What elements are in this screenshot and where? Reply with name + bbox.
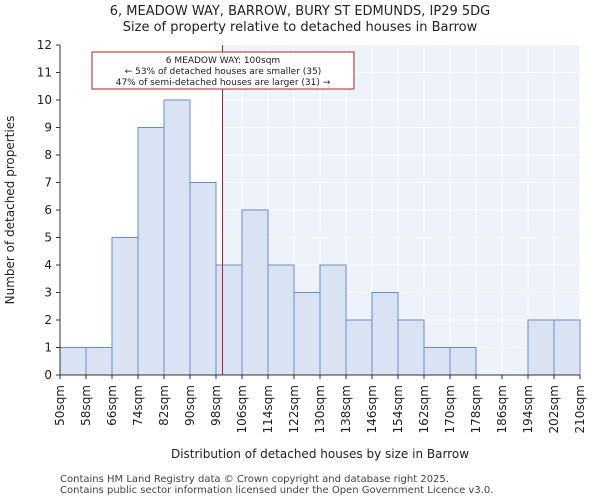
- footer-line-2: Contains public sector information licen…: [60, 485, 494, 496]
- x-tick-label: 210sqm: [573, 385, 587, 433]
- y-tick-label: 5: [44, 231, 52, 245]
- x-tick-label: 106sqm: [235, 385, 249, 433]
- x-tick-label: 138sqm: [339, 385, 353, 433]
- y-tick-label: 1: [44, 341, 52, 355]
- histogram-bar: [553, 319, 581, 376]
- y-tick-label: 12: [37, 38, 52, 52]
- histogram-bar: [59, 347, 87, 376]
- histogram-bar: [345, 319, 373, 376]
- x-tick-label: 146sqm: [365, 385, 379, 433]
- marker-annotation-line: 47% of semi-detached houses are larger (…: [116, 78, 331, 88]
- x-tick-label: 90sqm: [183, 385, 197, 426]
- y-tick-label: 0: [44, 368, 52, 382]
- y-tick-label: 6: [44, 203, 52, 217]
- y-tick-label: 2: [44, 313, 52, 327]
- y-axis-label: Number of detached properties: [3, 116, 17, 305]
- y-tick-label: 9: [44, 121, 52, 135]
- x-tick-label: 122sqm: [287, 385, 301, 433]
- marker-annotation-box: [91, 51, 355, 90]
- chart-subtitle: Size of property relative to detached ho…: [122, 20, 478, 35]
- y-tick-label: 4: [44, 258, 52, 272]
- x-tick-label: 114sqm: [261, 385, 275, 433]
- histogram-bar: [423, 347, 451, 376]
- histogram-bar: [371, 292, 399, 376]
- histogram-bar: [449, 347, 477, 376]
- marker-annotation-line: 6 MEADOW WAY: 100sqm: [166, 56, 280, 66]
- x-axis-label: Distribution of detached houses by size …: [171, 447, 469, 461]
- chart-title: 6, MEADOW WAY, BARROW, BURY ST EDMUNDS, …: [109, 4, 491, 19]
- y-tick-label: 11: [37, 66, 52, 80]
- histogram-bar: [85, 347, 113, 376]
- histogram-bar: [527, 319, 555, 376]
- x-tick-label: 82sqm: [157, 385, 171, 426]
- histogram-bar: [267, 264, 295, 376]
- y-tick-label: 8: [44, 148, 52, 162]
- histogram-bar: [163, 99, 191, 376]
- histogram-bar: [189, 182, 217, 376]
- x-tick-label: 162sqm: [417, 385, 431, 433]
- histogram-bar: [111, 237, 139, 376]
- histogram-bar: [319, 264, 347, 376]
- histogram-bar: [397, 319, 425, 376]
- y-tick-label: 7: [44, 176, 52, 190]
- histogram-bar: [137, 127, 165, 376]
- histogram-bar: [293, 292, 321, 376]
- y-tick-label: 3: [44, 286, 52, 300]
- x-tick-label: 186sqm: [495, 385, 509, 433]
- y-tick-label: 10: [37, 93, 52, 107]
- x-tick-label: 130sqm: [313, 385, 327, 433]
- footer-line-1: Contains HM Land Registry data © Crown c…: [60, 474, 449, 485]
- marker-annotation-line: ← 53% of detached houses are smaller (35…: [125, 67, 322, 77]
- x-tick-label: 98sqm: [209, 385, 223, 426]
- x-tick-label: 58sqm: [79, 385, 93, 426]
- x-tick-label: 178sqm: [469, 385, 483, 433]
- x-tick-label: 154sqm: [391, 385, 405, 433]
- x-tick-label: 170sqm: [443, 385, 457, 433]
- x-tick-label: 50sqm: [53, 385, 67, 426]
- histogram-bar: [241, 209, 269, 376]
- x-tick-label: 194sqm: [521, 385, 535, 433]
- x-tick-label: 74sqm: [131, 385, 145, 426]
- x-tick-label: 66sqm: [105, 385, 119, 426]
- x-tick-label: 202sqm: [547, 385, 561, 433]
- histogram-bar: [215, 264, 243, 376]
